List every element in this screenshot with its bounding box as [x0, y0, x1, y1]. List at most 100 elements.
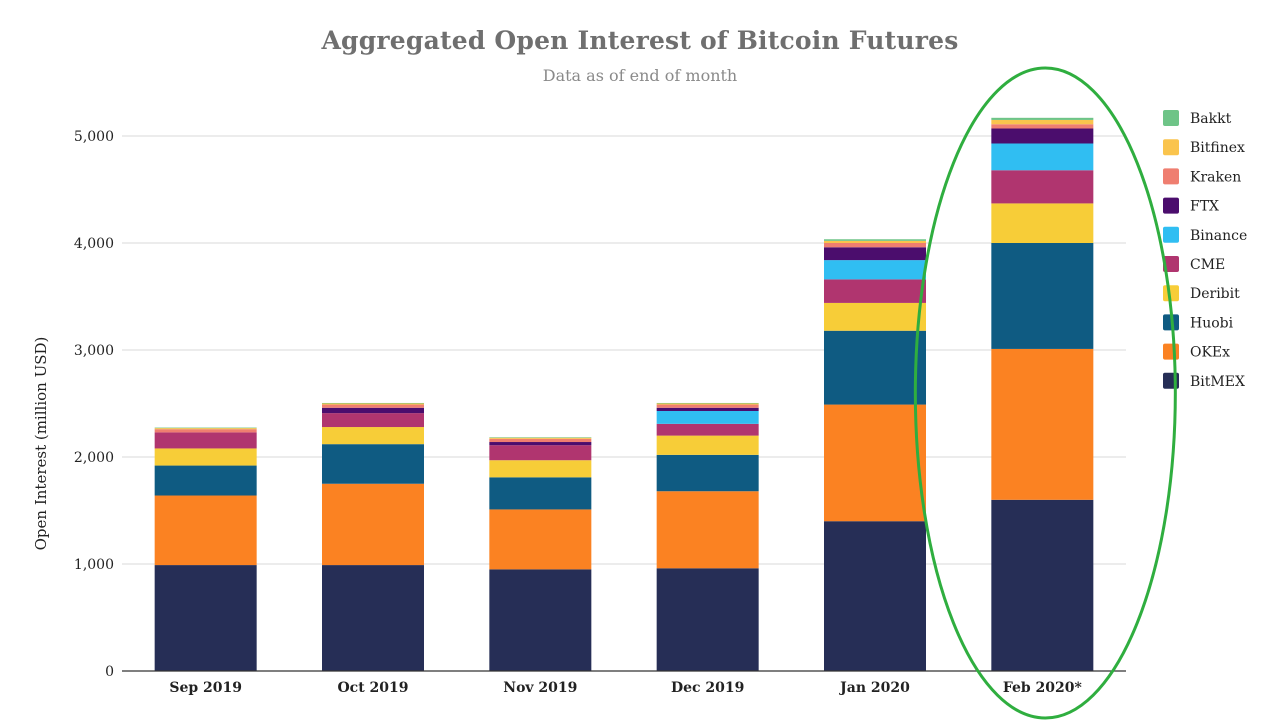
- bar-segment-bitfinex: [489, 437, 592, 439]
- bar-segment-huobi: [489, 477, 592, 510]
- bar-segment-binance: [656, 410, 759, 424]
- bar-segment-ftx: [322, 407, 424, 414]
- bar-segment-bitfinex: [656, 403, 759, 405]
- legend-label: BitMEX: [1190, 374, 1245, 390]
- y-tick-label: 2,000: [74, 450, 114, 466]
- bar-segment-okex: [656, 491, 759, 569]
- bar-segment-ftx: [824, 247, 926, 261]
- bar-segment-cme: [656, 423, 759, 436]
- bar-segment-deribit: [154, 448, 257, 466]
- bar-segment-bitmex: [824, 521, 926, 671]
- x-tick-label: Sep 2019: [169, 680, 242, 696]
- bar-segment-bitmex: [154, 565, 257, 671]
- legend-item-bakkt: Bakkt: [1163, 110, 1232, 127]
- bar-segment-binance: [824, 260, 926, 280]
- bar-segment-huobi: [991, 243, 1094, 349]
- bar-segment-deribit: [322, 427, 424, 445]
- bar-segment-bitfinex: [322, 403, 424, 405]
- legend-swatch: [1163, 256, 1179, 272]
- bar-segment-cme: [489, 445, 592, 461]
- x-tick-label: Dec 2019: [671, 680, 744, 696]
- legend-label: FTX: [1190, 199, 1219, 215]
- bar-segment-okex: [824, 404, 926, 522]
- bar-segment-huobi: [656, 454, 759, 492]
- chart-subtitle: Data as of end of month: [542, 66, 738, 85]
- legend-item-deribit: Deribit: [1163, 285, 1240, 302]
- bar-segment-huobi: [154, 465, 257, 496]
- bar-segment-bitfinex: [991, 119, 1094, 125]
- legend-label: CME: [1190, 257, 1225, 273]
- legend-label: Deribit: [1190, 286, 1240, 302]
- bar-segment-kraken: [322, 404, 424, 408]
- chart-title: Aggregated Open Interest of Bitcoin Futu…: [321, 26, 959, 55]
- bar-segment-kraken: [824, 243, 926, 248]
- bar-segment-kraken: [991, 124, 1094, 129]
- legend-label: OKEx: [1190, 345, 1230, 361]
- bar-segment-deribit: [824, 302, 926, 331]
- bar-segment-bitfinex: [824, 240, 926, 243]
- legend-swatch: [1163, 197, 1179, 214]
- bar-segment-kraken: [489, 438, 592, 443]
- bar-segment-bakkt: [656, 402, 759, 404]
- bar-segment-bitmex: [991, 499, 1094, 671]
- legend-swatch: [1163, 139, 1179, 156]
- bar-segment-bakkt: [322, 402, 424, 404]
- legend-label: Bakkt: [1190, 111, 1232, 127]
- bar-segment-bitmex: [656, 568, 759, 671]
- bar-segment-deribit: [489, 460, 592, 478]
- y-axis-label: Open Interest (million USD): [32, 337, 50, 551]
- highlight-ellipse: [913, 66, 1177, 720]
- bar-segment-cme: [322, 413, 424, 428]
- legend-item-cme: CME: [1163, 256, 1225, 273]
- legend-item-ftx: FTX: [1163, 197, 1219, 215]
- legend-swatch: [1163, 110, 1179, 126]
- bar-segment-bakkt: [154, 427, 257, 429]
- legend-swatch: [1163, 343, 1179, 360]
- legend-item-bitfinex: Bitfinex: [1163, 139, 1245, 156]
- bar-segment-deribit: [991, 203, 1094, 243]
- x-tick-label: Oct 2019: [337, 680, 408, 696]
- x-tick-label: Nov 2019: [503, 680, 577, 696]
- legend-label: Bitfinex: [1190, 140, 1245, 156]
- bar-segment-okex: [322, 483, 424, 566]
- legend-swatch: [1163, 168, 1179, 185]
- y-tick-label: 1,000: [74, 557, 114, 573]
- bar-segment-bakkt: [489, 437, 592, 438]
- bar-segment-kraken: [154, 429, 257, 433]
- bar-segment-kraken: [656, 404, 759, 408]
- y-tick-label: 5,000: [74, 129, 114, 145]
- bar-segment-huobi: [824, 330, 926, 405]
- x-tick-label: Feb 2020*: [1003, 680, 1083, 696]
- bar-segment-cme: [991, 170, 1094, 204]
- legend-label: Huobi: [1190, 315, 1234, 331]
- bar-segment-bitmex: [489, 569, 592, 671]
- y-tick-label: 4,000: [74, 236, 114, 252]
- bar-segment-bakkt: [824, 239, 926, 241]
- x-tick-label: Jan 2020: [838, 680, 910, 696]
- bar-segment-ftx: [656, 407, 759, 411]
- legend-item-binance: Binance: [1163, 226, 1247, 244]
- bar-segment-binance: [991, 143, 1094, 171]
- bar-segment-bitmex: [322, 565, 424, 671]
- bar-segment-okex: [489, 509, 592, 570]
- bar-segment-bakkt: [991, 117, 1094, 120]
- y-tick-label: 0: [105, 664, 114, 680]
- bar-segment-deribit: [656, 435, 759, 455]
- bar-segment-cme: [824, 279, 926, 303]
- legend-label: Binance: [1190, 228, 1247, 244]
- legend-item-kraken: Kraken: [1163, 168, 1241, 185]
- bar-segment-okex: [154, 495, 257, 566]
- bar-segment-okex: [991, 348, 1094, 500]
- y-tick-label: 3,000: [74, 343, 114, 359]
- bar-segment-ftx: [489, 442, 592, 446]
- legend-label: Kraken: [1190, 169, 1241, 185]
- legend-swatch: [1163, 285, 1179, 302]
- bar-segment-cme: [154, 432, 257, 449]
- bar-segment-bitfinex: [154, 428, 257, 430]
- legend-item-huobi: Huobi: [1163, 314, 1234, 331]
- bar-segment-ftx: [991, 128, 1094, 144]
- bar-segment-huobi: [322, 444, 424, 484]
- legend-swatch: [1163, 226, 1179, 243]
